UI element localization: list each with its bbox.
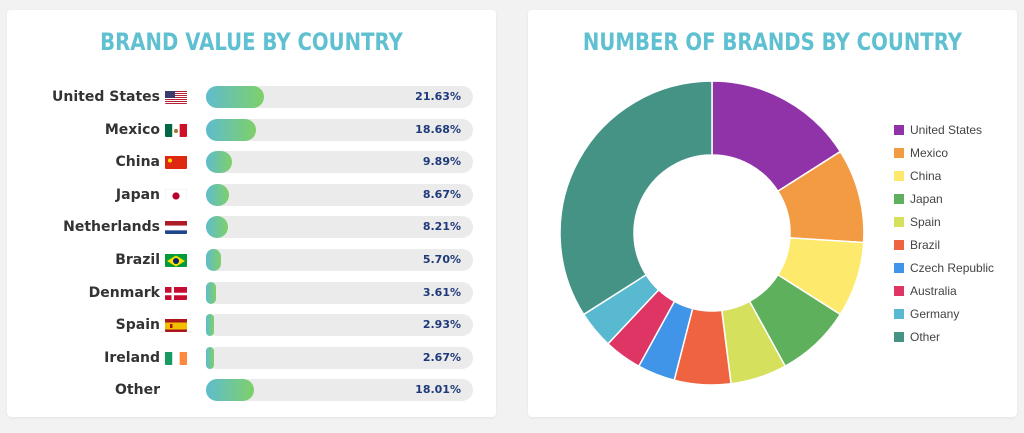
bar-value-label: 21.63% (415, 90, 461, 103)
country-label: Brazil (115, 252, 160, 268)
bar-fill (206, 346, 214, 369)
legend-swatch (894, 309, 904, 319)
bar-row: Brazil 5.70% (7, 249, 496, 271)
legend-swatch (894, 263, 904, 273)
country-label: Other (115, 382, 160, 399)
legend-swatch (894, 148, 904, 158)
donut-slice[interactable] (559, 80, 713, 316)
legend-label: Other (910, 330, 941, 344)
bar-fill (206, 314, 214, 337)
country-label: Netherlands (63, 219, 160, 236)
country-label: Ireland (104, 349, 160, 366)
bar-row: Netherlands 8.21% (7, 216, 496, 239)
bar-value-label: 3.61% (422, 285, 461, 299)
country-label: Mexico (104, 121, 160, 138)
bar-fill (206, 281, 216, 304)
mexico-flag-icon (165, 123, 187, 137)
bar-track: 2.93% (206, 314, 473, 337)
bar-value-label: 2.93% (422, 318, 461, 332)
bar-row: Ireland 2.67% (7, 346, 496, 369)
brands-count-title: NUMBER OF BRANDS BY COUNTRY (582, 28, 963, 56)
bar-value-label: 8.21% (422, 220, 461, 234)
spain-flag-icon (165, 318, 187, 333)
denmark-flag-icon (165, 286, 187, 300)
country-label: Japan (115, 186, 160, 203)
bar-track: 3.61% (206, 281, 473, 304)
brand-value-title: BRAND VALUE BY COUNTRY (100, 28, 403, 56)
bar-value-label: 18.01% (415, 383, 461, 397)
legend-swatch (894, 240, 904, 250)
legend-swatch (894, 217, 904, 227)
bar-row: Denmark 3.61% (7, 281, 496, 304)
bar-row: Mexico 18.68% (7, 118, 496, 141)
legend-label: Czech Republic (910, 261, 995, 275)
bar-track: 21.63% (206, 86, 473, 108)
bar-value-label: 2.67% (422, 350, 461, 364)
china-flag-icon (165, 155, 187, 170)
bar-track: 5.70% (206, 249, 473, 271)
bar-value-label: 18.68% (415, 122, 461, 136)
legend-label: Brazil (910, 238, 941, 252)
country-label: United States (52, 89, 160, 105)
bar-track: 8.67% (206, 183, 473, 206)
bar-track: 18.68% (206, 118, 473, 141)
legend-label: Germany (910, 307, 960, 321)
legend-swatch (894, 194, 904, 204)
bar-track: 2.67% (206, 346, 473, 369)
bar-value-label: 8.67% (422, 187, 461, 201)
bar-value-label: 5.70% (422, 253, 461, 266)
legend-label: Japan (910, 192, 943, 206)
bar-fill (206, 249, 222, 271)
bar-row: United States 21.63% (7, 86, 496, 108)
bar-fill (206, 379, 255, 402)
bar-row: China 9.89% (7, 151, 496, 174)
legend-swatch (894, 286, 904, 296)
bar-track: 18.01% (206, 379, 473, 402)
bar-track: 9.89% (206, 151, 473, 174)
bar-fill (206, 183, 230, 206)
ireland-flag-icon (165, 351, 187, 365)
legend-label: Spain (910, 215, 941, 229)
brazil-flag-icon (165, 253, 187, 267)
legend-swatch (894, 332, 904, 342)
country-label: China (115, 154, 160, 171)
country-label: Spain (115, 317, 160, 334)
bar-fill (206, 86, 264, 108)
bar-track: 8.21% (206, 216, 473, 239)
brand-value-card: BRAND VALUE BY COUNTRY United States 21.6… (7, 10, 496, 417)
legend-swatch (894, 171, 904, 181)
legend-swatch (894, 125, 904, 135)
bar-fill (206, 151, 233, 174)
legend-label: United States (910, 123, 983, 137)
legend-label: China (910, 169, 942, 183)
us-flag-icon (165, 90, 187, 104)
country-label: Denmark (88, 284, 160, 301)
japan-flag-icon (165, 188, 187, 202)
donut-chart (559, 80, 865, 386)
brands-count-card: NUMBER OF BRANDS BY COUNTRY United State… (528, 10, 1017, 417)
netherlands-flag-icon (165, 220, 187, 235)
bar-fill (206, 118, 256, 141)
legend-label: Mexico (910, 146, 949, 160)
bar-fill (206, 216, 228, 239)
legend-label: Australia (910, 284, 957, 298)
bar-row: Other 18.01% (7, 379, 496, 402)
bar-row: Spain 2.93% (7, 314, 496, 337)
bar-row: Japan 8.67% (7, 183, 496, 206)
bar-value-label: 9.89% (422, 155, 461, 169)
